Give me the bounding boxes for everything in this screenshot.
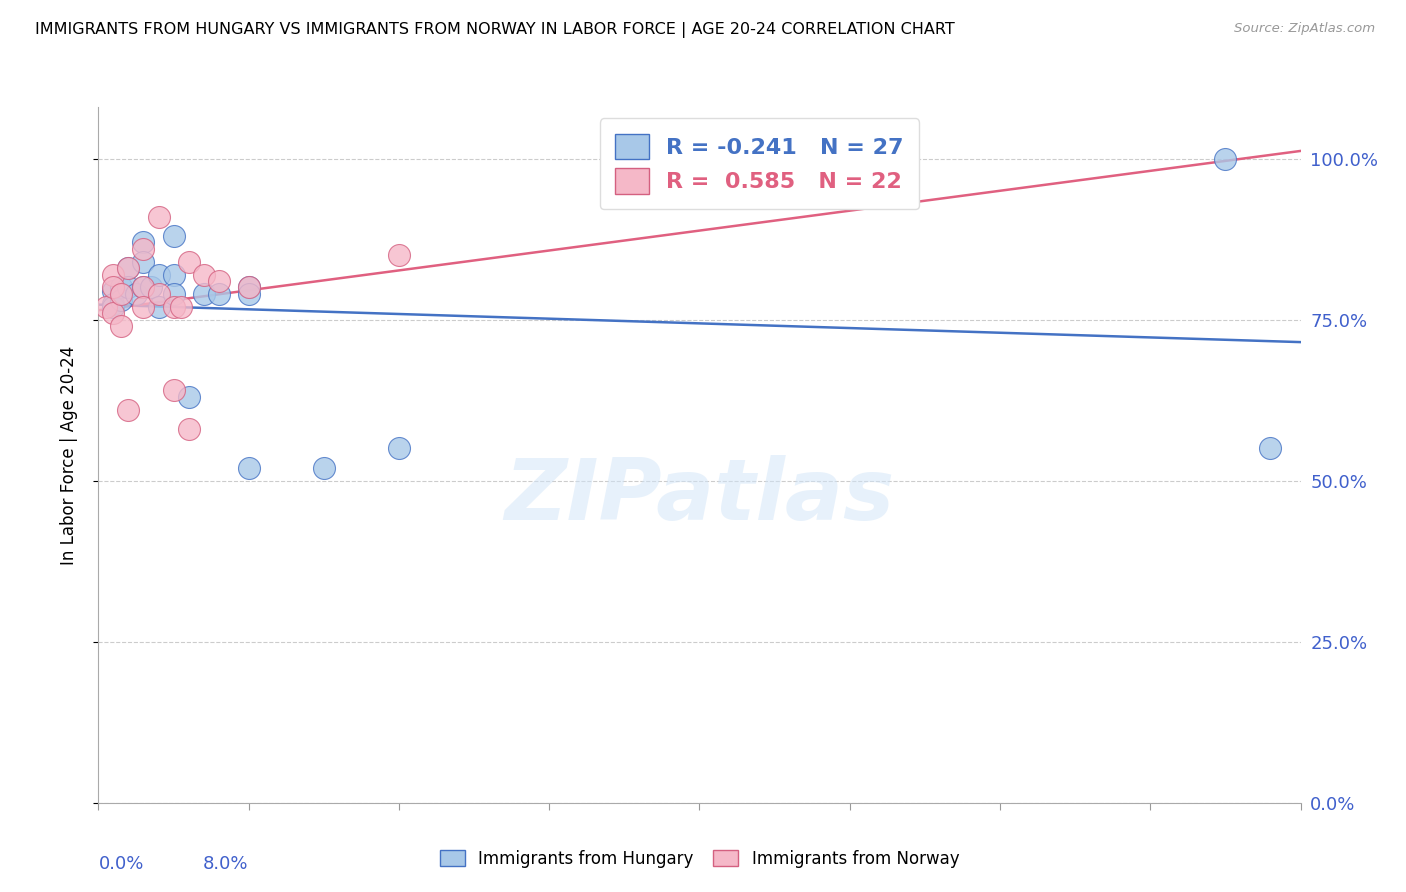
- Point: [238, 286, 260, 301]
- Legend: Immigrants from Hungary, Immigrants from Norway: Immigrants from Hungary, Immigrants from…: [433, 843, 966, 874]
- Point: [117, 402, 139, 417]
- Point: [117, 280, 139, 294]
- Point: [132, 280, 155, 294]
- Point: [132, 242, 155, 256]
- Point: [177, 390, 200, 404]
- Point: [103, 306, 125, 320]
- Point: [132, 235, 155, 250]
- Point: [162, 268, 184, 282]
- Point: [162, 384, 184, 398]
- Point: [103, 284, 125, 298]
- Point: [177, 254, 200, 268]
- Point: [148, 286, 170, 301]
- Point: [117, 261, 139, 276]
- Text: 8.0%: 8.0%: [204, 855, 249, 873]
- Text: IMMIGRANTS FROM HUNGARY VS IMMIGRANTS FROM NORWAY IN LABOR FORCE | AGE 20-24 COR: IMMIGRANTS FROM HUNGARY VS IMMIGRANTS FR…: [35, 22, 955, 38]
- Point: [110, 319, 132, 334]
- Point: [1260, 442, 1282, 456]
- Point: [238, 460, 260, 475]
- Point: [103, 296, 125, 310]
- Point: [388, 248, 411, 262]
- Point: [110, 280, 132, 294]
- Text: ZIPatlas: ZIPatlas: [505, 455, 894, 538]
- Point: [148, 210, 170, 224]
- Point: [193, 286, 215, 301]
- Point: [148, 300, 170, 314]
- Point: [170, 300, 193, 314]
- Point: [103, 300, 125, 314]
- Point: [110, 286, 132, 301]
- Point: [132, 300, 155, 314]
- Point: [117, 261, 139, 276]
- Point: [1215, 152, 1237, 166]
- Point: [94, 300, 117, 314]
- Point: [208, 286, 231, 301]
- Y-axis label: In Labor Force | Age 20-24: In Labor Force | Age 20-24: [59, 345, 77, 565]
- Point: [103, 280, 125, 294]
- Point: [238, 280, 260, 294]
- Point: [125, 286, 148, 301]
- Point: [238, 280, 260, 294]
- Point: [177, 422, 200, 436]
- Point: [162, 228, 184, 243]
- Point: [208, 274, 231, 288]
- Text: 0.0%: 0.0%: [98, 855, 143, 873]
- Point: [132, 254, 155, 268]
- Point: [312, 460, 335, 475]
- Point: [193, 268, 215, 282]
- Point: [388, 442, 411, 456]
- Point: [148, 268, 170, 282]
- Point: [162, 300, 184, 314]
- Point: [110, 293, 132, 308]
- Text: Source: ZipAtlas.com: Source: ZipAtlas.com: [1234, 22, 1375, 36]
- Point: [139, 280, 162, 294]
- Point: [162, 286, 184, 301]
- Point: [103, 268, 125, 282]
- Point: [132, 280, 155, 294]
